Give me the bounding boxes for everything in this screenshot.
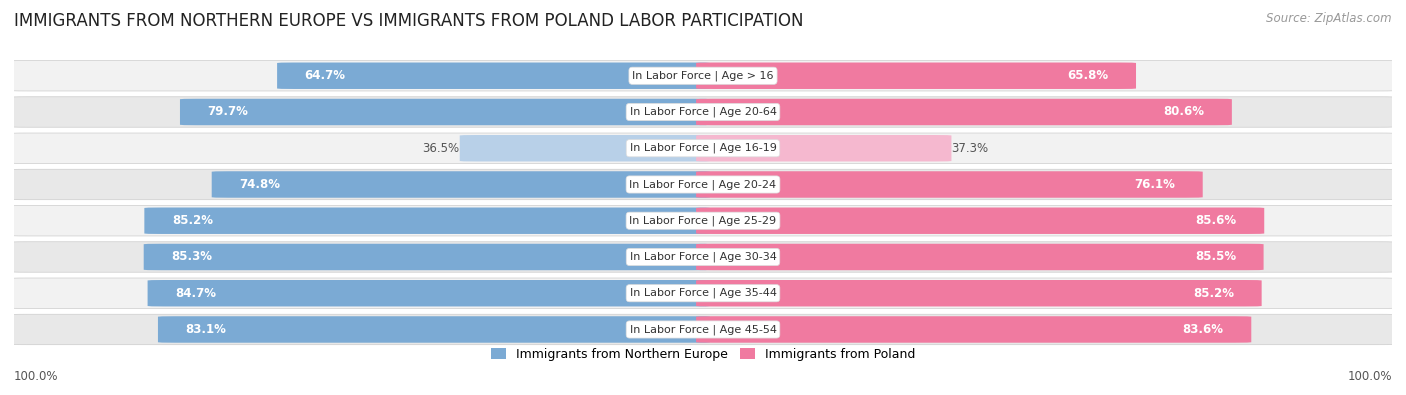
FancyBboxPatch shape <box>696 207 1264 234</box>
Text: In Labor Force | Age 30-34: In Labor Force | Age 30-34 <box>630 252 776 262</box>
FancyBboxPatch shape <box>696 99 1232 125</box>
Text: IMMIGRANTS FROM NORTHERN EUROPE VS IMMIGRANTS FROM POLAND LABOR PARTICIPATION: IMMIGRANTS FROM NORTHERN EUROPE VS IMMIG… <box>14 12 804 30</box>
Text: 100.0%: 100.0% <box>14 370 59 383</box>
Text: 65.8%: 65.8% <box>1067 69 1108 82</box>
Text: 85.6%: 85.6% <box>1195 214 1237 227</box>
Text: In Labor Force | Age 20-24: In Labor Force | Age 20-24 <box>630 179 776 190</box>
Legend: Immigrants from Northern Europe, Immigrants from Poland: Immigrants from Northern Europe, Immigra… <box>485 343 921 366</box>
Text: 85.5%: 85.5% <box>1195 250 1236 263</box>
Text: In Labor Force | Age > 16: In Labor Force | Age > 16 <box>633 70 773 81</box>
Text: In Labor Force | Age 45-54: In Labor Force | Age 45-54 <box>630 324 776 335</box>
FancyBboxPatch shape <box>7 314 1399 345</box>
Text: 84.7%: 84.7% <box>176 287 217 300</box>
FancyBboxPatch shape <box>7 60 1399 91</box>
FancyBboxPatch shape <box>277 62 710 89</box>
FancyBboxPatch shape <box>148 280 710 307</box>
Text: In Labor Force | Age 25-29: In Labor Force | Age 25-29 <box>630 216 776 226</box>
Text: In Labor Force | Age 35-44: In Labor Force | Age 35-44 <box>630 288 776 299</box>
FancyBboxPatch shape <box>696 244 1264 270</box>
FancyBboxPatch shape <box>180 99 710 125</box>
FancyBboxPatch shape <box>7 169 1399 200</box>
FancyBboxPatch shape <box>696 171 1202 198</box>
Text: 37.3%: 37.3% <box>952 142 988 155</box>
Text: 85.2%: 85.2% <box>172 214 212 227</box>
Text: 80.6%: 80.6% <box>1163 105 1205 118</box>
FancyBboxPatch shape <box>143 244 710 270</box>
Text: 79.7%: 79.7% <box>208 105 249 118</box>
FancyBboxPatch shape <box>157 316 710 343</box>
FancyBboxPatch shape <box>7 205 1399 236</box>
Text: 76.1%: 76.1% <box>1135 178 1175 191</box>
Text: In Labor Force | Age 20-64: In Labor Force | Age 20-64 <box>630 107 776 117</box>
Text: 36.5%: 36.5% <box>423 142 460 155</box>
FancyBboxPatch shape <box>212 171 710 198</box>
FancyBboxPatch shape <box>7 97 1399 127</box>
FancyBboxPatch shape <box>7 278 1399 308</box>
Text: 83.1%: 83.1% <box>186 323 226 336</box>
Text: In Labor Force | Age 16-19: In Labor Force | Age 16-19 <box>630 143 776 154</box>
FancyBboxPatch shape <box>696 62 1136 89</box>
Text: 100.0%: 100.0% <box>1347 370 1392 383</box>
Text: 85.2%: 85.2% <box>1194 287 1234 300</box>
FancyBboxPatch shape <box>696 316 1251 343</box>
FancyBboxPatch shape <box>460 135 710 162</box>
Text: Source: ZipAtlas.com: Source: ZipAtlas.com <box>1267 12 1392 25</box>
FancyBboxPatch shape <box>7 242 1399 272</box>
Text: 85.3%: 85.3% <box>172 250 212 263</box>
FancyBboxPatch shape <box>696 135 952 162</box>
FancyBboxPatch shape <box>696 280 1261 307</box>
Text: 74.8%: 74.8% <box>239 178 280 191</box>
Text: 64.7%: 64.7% <box>305 69 346 82</box>
FancyBboxPatch shape <box>7 133 1399 164</box>
Text: 83.6%: 83.6% <box>1182 323 1223 336</box>
FancyBboxPatch shape <box>145 207 710 234</box>
